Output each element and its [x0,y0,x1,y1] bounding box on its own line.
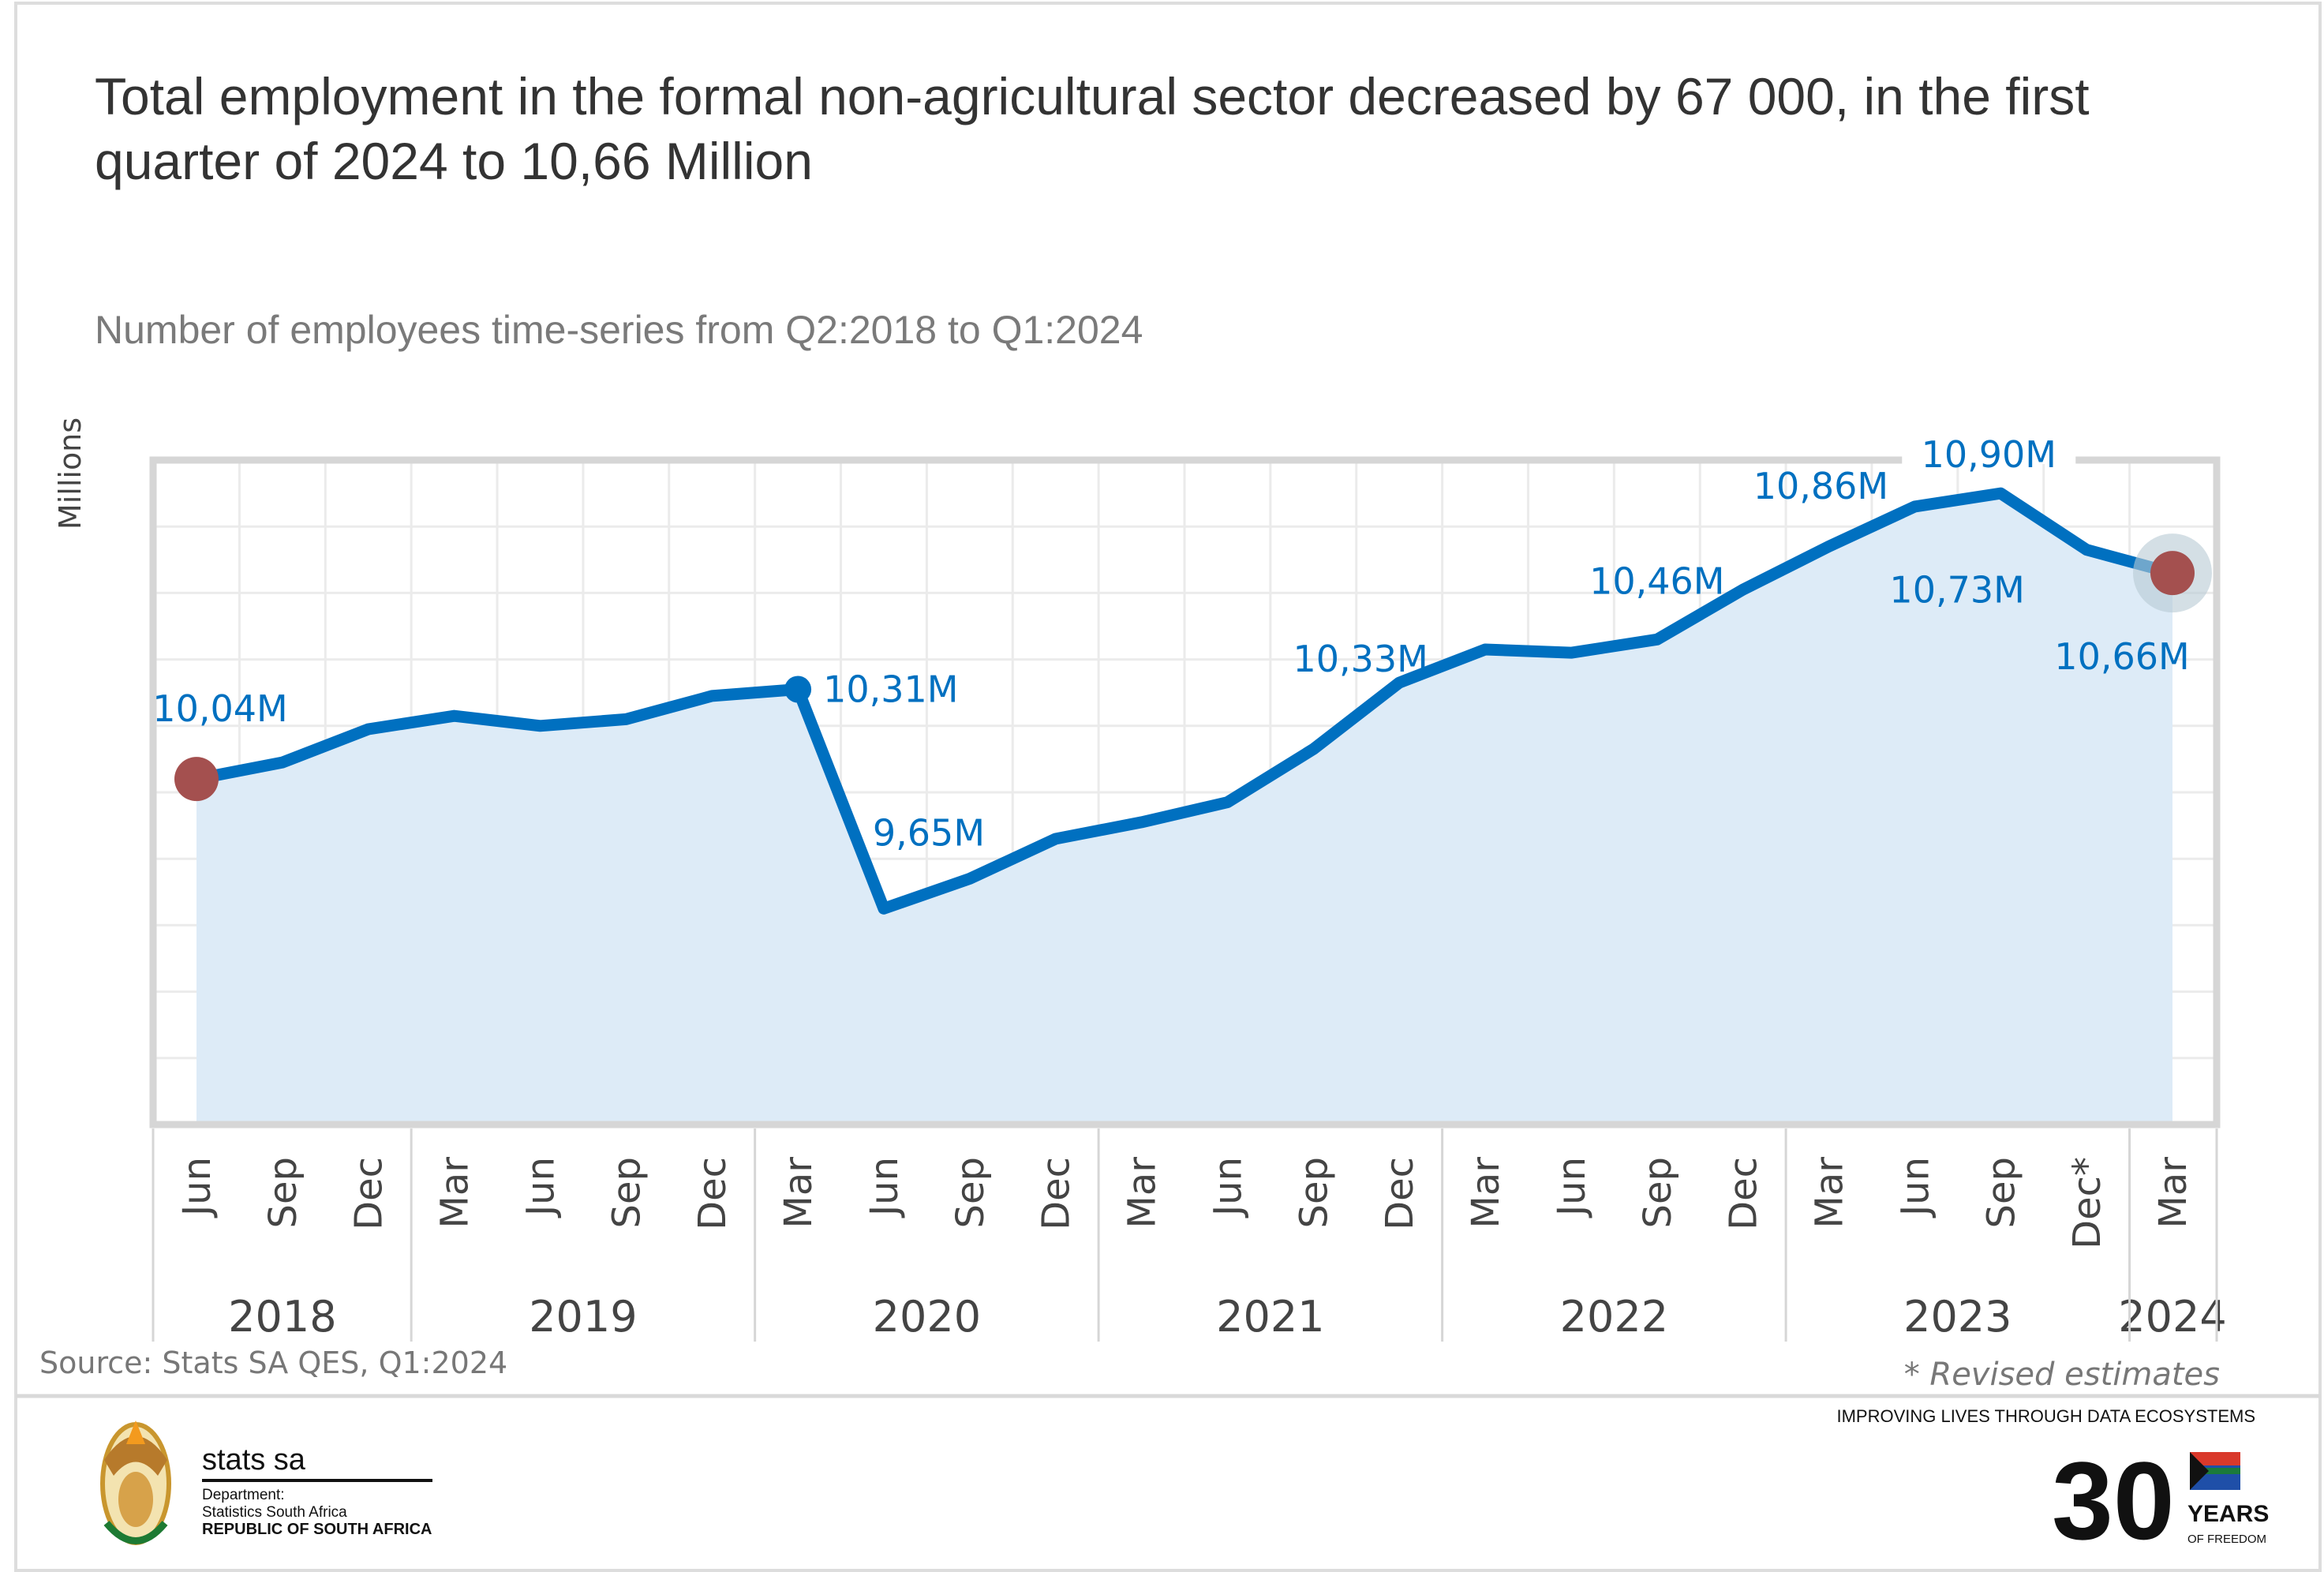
data-point-marker [784,676,812,703]
coat-of-arms-icon [100,1420,171,1545]
x-tick-label: Mar [1464,1157,1508,1229]
x-year-label: 2024 [2118,1292,2226,1342]
y-axis-label: Millions [53,417,88,530]
data-point-jun-4 [537,722,544,729]
x-tick-label: Sep [1979,1157,2023,1228]
x-tick-label: Dec [1378,1157,1422,1230]
data-point-mar-15 [1482,646,1489,653]
data-point-mar-19 [1825,543,1832,550]
x-tick-label: Mar [777,1157,821,1229]
source-note: Source: Stats SA QES, Q1:2024 [39,1346,507,1380]
data-label: 10,90M [1922,433,2056,476]
x-tick-label: Jun [175,1157,219,1218]
data-label: 10,31M [823,668,958,710]
x-tick-label: Jun [1893,1157,1937,1218]
data-point-sep-17 [1653,636,1660,643]
chart-title-line-1: Total employment in the formal non-agric… [95,67,2090,125]
x-tick-label: Dec [347,1157,391,1230]
plot-border [149,456,2221,1128]
x-tick-label: Jun [1550,1157,1594,1218]
data-point-sep-5 [623,716,630,723]
x-tick-label: Jun [1206,1157,1250,1218]
data-label: 10,86M [1753,465,1888,507]
x-tick-label: Sep [1292,1157,1336,1228]
data-point-jun-16 [1567,649,1574,657]
data-point-sep-21 [1997,490,2004,497]
data-label: 10,66M [2054,635,2189,678]
badge-freedom: OF FREEDOM [2187,1533,2266,1546]
x-year-label: 2020 [873,1292,981,1342]
data-point-mar-3 [451,713,458,720]
data-point-jun-12 [1224,799,1231,806]
x-tick-label: Dec* [2065,1157,2109,1249]
highlight-marker [174,757,219,802]
x-year-label: 2022 [1560,1292,1668,1342]
x-tick-label: Dec [690,1157,735,1230]
data-point-sep-13 [1310,746,1317,753]
org-name: stats sa [202,1443,306,1477]
data-point-dec-18 [1739,586,1746,593]
data-label: 10,04M [152,687,287,730]
data-point-sep-9 [966,875,973,882]
x-tick-label: Sep [949,1157,993,1228]
data-point-sep-1 [279,759,286,766]
data-point-jun-8 [880,905,887,912]
label-background [1902,420,2076,465]
data-label: 10,33M [1293,638,1428,680]
x-tick-label: Mar [1808,1157,1852,1229]
data-point-jun-20 [1911,503,1918,510]
x-tick-label: Mar [1121,1157,1165,1229]
data-point-dec-14 [1396,679,1403,687]
series-line [190,487,2179,915]
data-point-dec-10 [1052,835,1059,842]
dept-name: Statistics South Africa [202,1504,347,1521]
badge-years: YEARS [2187,1501,2269,1527]
stats-sa-logo: stats sa Department: Statistics South Af… [100,1420,432,1545]
x-year-label: 2019 [529,1292,637,1342]
x-tick-label: Mar [2151,1157,2195,1229]
data-point-dec-6 [709,692,716,699]
country-name: REPUBLIC OF SOUTH AFRICA [202,1521,432,1538]
x-tick-label: Dec [1035,1157,1079,1230]
x-tick-label: Sep [261,1157,305,1228]
highlight-marker [2150,551,2195,596]
x-tick-label: Jun [863,1157,907,1218]
data-label: 10,46M [1589,560,1724,602]
chart-title-line-2: quarter of 2024 to 10,66 Million [95,132,813,190]
x-tick-label: Sep [604,1157,649,1228]
data-point-dec-2 [365,726,372,733]
x-year-label: 2018 [228,1292,336,1342]
x-tick-label: Sep [1636,1157,1680,1228]
plot-area: 10,04M 10,31M 9,65M 10,33M 10,46M 10,86M 10,90… [149,420,2221,1128]
south-africa-flag-icon [2190,1452,2240,1490]
data-label: 9,65M [873,811,985,854]
data-point-mar-11 [1138,818,1145,825]
data-point-dec-22 [2083,546,2090,553]
dept-label: Department: [202,1487,285,1503]
revised-note: * Revised estimates [1904,1357,2220,1393]
badge-number: 30 [2052,1439,2175,1563]
chart-subtitle: Number of employees time-series from Q2:… [95,308,1143,352]
data-label: 10,73M [1889,569,2024,612]
x-year-label: 2023 [1903,1292,2012,1342]
x-axis: Jun Sep Dec Mar Jun Sep Dec Mar Jun Sep Dec Mar Jun S… [152,1128,2227,1342]
thirty-years-freedom-logo: 30 YEARS OF FREEDOM [2052,1439,2269,1563]
x-tick-label: Mar [433,1157,477,1229]
x-tick-label: Dec [1722,1157,1766,1230]
x-tick-label: Jun [518,1157,563,1218]
area-fill [196,493,2172,1125]
x-year-label: 2021 [1216,1292,1324,1342]
tagline: IMPROVING LIVES THROUGH DATA ECOSYSTEMS [1836,1406,2255,1426]
